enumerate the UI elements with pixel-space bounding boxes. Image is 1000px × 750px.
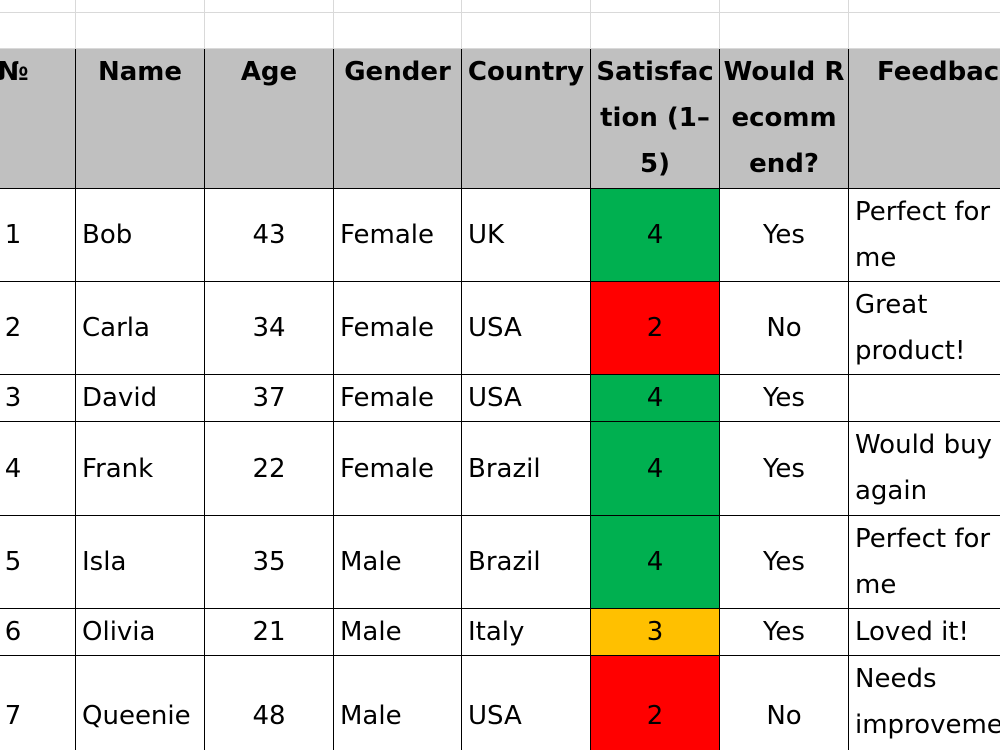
data-row: 5 Isla 35 Male Brazil 4 Yes Perfect for me: [0, 515, 1000, 609]
cell: Olivia: [75, 608, 205, 656]
cell: Frank: [75, 421, 205, 516]
cell: 7: [0, 655, 76, 750]
blank-cell: [204, 0, 334, 13]
cell: [848, 374, 1000, 422]
cell: Bob: [75, 188, 205, 282]
data-row: 6 Olivia 21 Male Italy 3 Yes Loved it!: [0, 608, 1000, 656]
cell: 4: [0, 421, 76, 516]
cell: Perfect for me: [848, 515, 1000, 609]
cell: 37: [204, 374, 334, 422]
cell: Loved it!: [848, 608, 1000, 656]
data-row: 1 Bob 43 Female UK 4 Yes Perfect for me: [0, 188, 1000, 282]
column-header: Feedback: [848, 48, 1000, 189]
cell: 48: [204, 655, 334, 750]
blank-cell: [0, 12, 76, 49]
cell: 2: [0, 281, 76, 375]
cell: Yes: [719, 188, 849, 282]
cell: No: [719, 281, 849, 375]
blank-cell: [333, 0, 462, 13]
cell: Queenie: [75, 655, 205, 750]
cell: UK: [461, 188, 591, 282]
column-header: Would Recommend?: [719, 48, 849, 189]
cell: 2: [590, 281, 720, 375]
cell: 22: [204, 421, 334, 516]
cell: 4: [590, 515, 720, 609]
cell: 5: [0, 515, 76, 609]
cell: No: [719, 655, 849, 750]
column-header: Name: [75, 48, 205, 189]
blank-cell: [461, 0, 591, 13]
cell: 3: [0, 374, 76, 422]
blank-cell: [0, 0, 76, 13]
cell: 4: [590, 421, 720, 516]
data-row: 4 Frank 22 Female Brazil 4 Yes Would buy again: [0, 421, 1000, 516]
column-header: Gender: [333, 48, 462, 189]
blank-cell: [848, 12, 1000, 49]
column-header: Age: [204, 48, 334, 189]
data-row: 3 David 37 Female USA 4 Yes: [0, 374, 1000, 422]
cell: Isla: [75, 515, 205, 609]
cell: Female: [333, 421, 462, 516]
cell: 34: [204, 281, 334, 375]
blank-cell: [204, 12, 334, 49]
blank-cell: [75, 0, 205, 13]
blank-cell: [719, 0, 849, 13]
cell: 2: [590, 655, 720, 750]
cell: 1: [0, 188, 76, 282]
cell: Female: [333, 188, 462, 282]
cell: USA: [461, 281, 591, 375]
blank-cell: [333, 12, 462, 49]
cell: Brazil: [461, 515, 591, 609]
blank-cell: [461, 12, 591, 49]
column-header: №: [0, 48, 76, 189]
cell: Perfect for me: [848, 188, 1000, 282]
cell: Yes: [719, 608, 849, 656]
cell: Brazil: [461, 421, 591, 516]
column-header: Country: [461, 48, 591, 189]
blank-cell: [590, 0, 720, 13]
blank-cell: [848, 0, 1000, 13]
cell: 4: [590, 188, 720, 282]
header-row: № Name Age Gender Country Satisfaction (1–5) W…: [0, 48, 1000, 189]
cell: Great product!: [848, 281, 1000, 375]
blank-row: [0, 0, 1000, 13]
cell: Needs improvement: [848, 655, 1000, 750]
cell: USA: [461, 374, 591, 422]
cell: Female: [333, 281, 462, 375]
blank-cell: [590, 12, 720, 49]
cell: Yes: [719, 515, 849, 609]
blank-cell: [75, 12, 205, 49]
cell: 3: [590, 608, 720, 656]
cell: David: [75, 374, 205, 422]
cell: 6: [0, 608, 76, 656]
cell: Yes: [719, 374, 849, 422]
cell: 4: [590, 374, 720, 422]
cell: USA: [461, 655, 591, 750]
cell: 43: [204, 188, 334, 282]
cell: Yes: [719, 421, 849, 516]
blank-cell: [719, 12, 849, 49]
cell: 21: [204, 608, 334, 656]
data-row: 2 Carla 34 Female USA 2 No Great product!: [0, 281, 1000, 375]
cell: Male: [333, 655, 462, 750]
blank-row: [0, 12, 1000, 49]
cell: Male: [333, 608, 462, 656]
cell: 35: [204, 515, 334, 609]
cell: Carla: [75, 281, 205, 375]
cell: Female: [333, 374, 462, 422]
column-header: Satisfaction (1–5): [590, 48, 720, 189]
cell: Male: [333, 515, 462, 609]
cell: Italy: [461, 608, 591, 656]
cell: Would buy again: [848, 421, 1000, 516]
